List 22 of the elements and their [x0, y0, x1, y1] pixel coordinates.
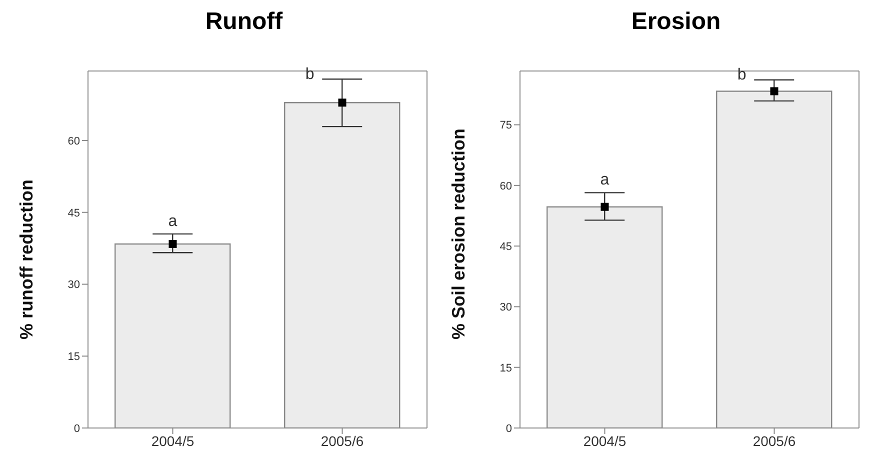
annotation: a [600, 172, 610, 189]
y-axis-title: % runoff reduction [16, 180, 36, 340]
chart-title: Runoff [204, 8, 284, 37]
x-tick-label: 2004/5 [151, 432, 194, 449]
x-tick-label: 2005/6 [752, 432, 796, 449]
y-tick-label: 60 [500, 180, 512, 192]
y-tick-label: 30 [500, 302, 512, 314]
y-tick-label: 75 [500, 120, 512, 132]
y-tick-label: 0 [74, 422, 80, 435]
y-tick-label: 0 [506, 422, 512, 435]
x-tick-label: 2005/6 [320, 432, 364, 449]
y-tick-label: 45 [500, 240, 512, 253]
y-tick-label: 15 [68, 351, 80, 364]
y-tick-label: 60 [68, 135, 80, 148]
annotation: a [168, 212, 178, 230]
y-tick-label: 15 [500, 362, 512, 374]
x-tick-label: 2004/5 [583, 432, 626, 449]
y-tick-label: 45 [68, 207, 80, 220]
y-tick-label: 30 [68, 279, 80, 292]
y-axis-title: % Soil erosion reduction [448, 128, 468, 340]
annotation: b [737, 66, 746, 84]
chart-title: Erosion [630, 8, 722, 37]
